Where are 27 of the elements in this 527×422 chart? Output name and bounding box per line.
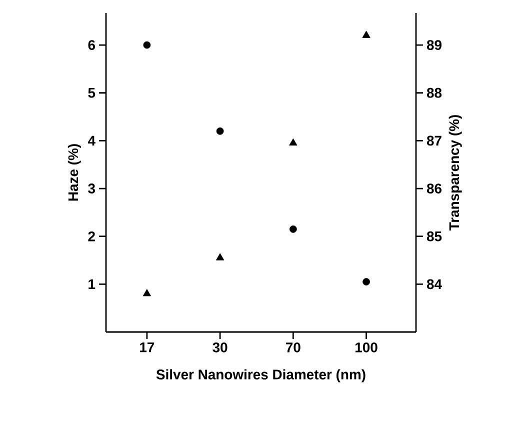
- y2-tick-label: 88: [426, 88, 442, 98]
- x-tick-label: 30: [212, 342, 228, 352]
- y-tick-label: 3: [88, 184, 95, 194]
- y-tick-label: 5: [88, 88, 96, 98]
- y2-axis-title: Transparency (%): [448, 115, 462, 230]
- point: [216, 127, 224, 135]
- y2-tick-label: 89: [426, 40, 442, 50]
- point: [143, 41, 151, 49]
- point: [289, 138, 298, 146]
- y-tick-label: 6: [88, 40, 95, 50]
- y-tick-label: 1: [88, 279, 96, 289]
- y-tick-label: 2: [88, 231, 95, 242]
- y2-tick-label: 87: [426, 136, 442, 146]
- y2-tick-label: 84: [426, 279, 442, 290]
- x-tick-label: 17: [140, 342, 154, 352]
- y-axis-title: Haze (%): [68, 144, 81, 201]
- point: [362, 30, 370, 38]
- x-tick-label: 70: [286, 342, 300, 352]
- y-tick-label: 4: [88, 136, 96, 146]
- x-axis-title: Silver Nanowires Diameter (nm): [156, 369, 366, 382]
- point: [142, 289, 152, 296]
- point: [362, 278, 370, 286]
- point: [216, 253, 224, 260]
- point: [289, 225, 297, 233]
- x-tick-label: 100: [356, 342, 378, 352]
- y2-tick-label: 86: [426, 184, 442, 194]
- y2-tick-label: 85: [426, 231, 442, 242]
